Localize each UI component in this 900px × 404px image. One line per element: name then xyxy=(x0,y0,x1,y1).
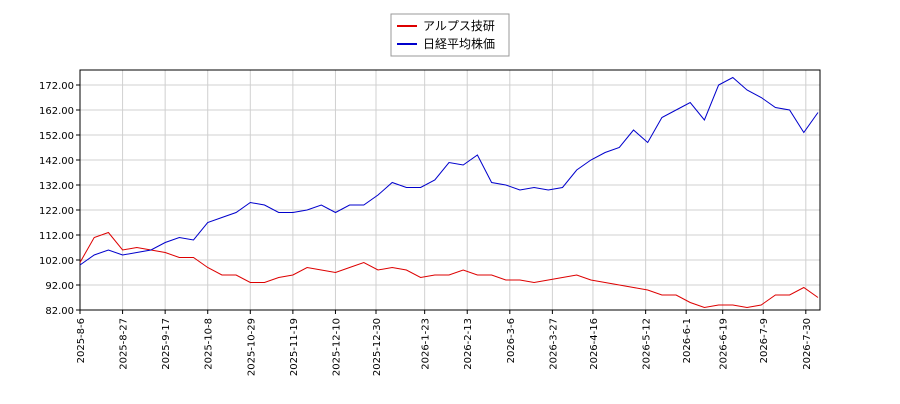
x-tick-label: 2025-8-27 xyxy=(119,318,130,370)
y-tick-label: 102.00 xyxy=(39,256,74,267)
y-tick-label: 82.00 xyxy=(45,306,74,317)
x-tick-label: 2025-12-30 xyxy=(372,318,383,376)
legend-box xyxy=(390,13,510,57)
x-tick-label: 2026-2-13 xyxy=(463,318,474,370)
y-tick-label: 142.00 xyxy=(39,156,74,167)
x-tick-label: 2025-11-19 xyxy=(289,318,300,376)
y-tick-label: 132.00 xyxy=(39,181,74,192)
y-tick-label: 92.00 xyxy=(45,281,74,292)
y-tick-label: 162.00 xyxy=(39,106,74,117)
y-tick-label: 112.00 xyxy=(39,231,74,242)
legend-label: 日経平均株価 xyxy=(423,36,495,51)
x-tick-label: 2026-6-19 xyxy=(719,318,730,370)
y-tick-label: 152.00 xyxy=(39,131,74,142)
legend-label: アルプス技研 xyxy=(423,19,495,33)
x-tick-label: 2026-6-1 xyxy=(682,318,693,363)
x-tick-label: 2025-10-8 xyxy=(204,318,215,370)
y-tick-label: 122.00 xyxy=(39,206,74,217)
x-tick-label: 2026-3-6 xyxy=(506,318,517,363)
series-line xyxy=(79,231,819,309)
x-tick-label: 2026-7-30 xyxy=(802,318,813,370)
x-tick-label: 2025-12-10 xyxy=(331,318,342,376)
x-tick-label: 2025-9-17 xyxy=(161,318,172,370)
x-tick-label: 2026-3-27 xyxy=(548,318,559,370)
x-tick-label: 2026-7-9 xyxy=(759,318,770,363)
y-tick-label: 172.00 xyxy=(39,81,74,92)
x-tick-label: 2026-4-16 xyxy=(589,318,600,370)
plot-frame xyxy=(79,69,821,311)
x-tick-label: 2026-1-23 xyxy=(421,318,432,370)
x-tick-label: 2026-5-12 xyxy=(642,318,653,370)
series-line xyxy=(79,76,819,266)
x-tick-label: 2025-8-6 xyxy=(76,318,87,363)
x-tick-label: 2025-10-29 xyxy=(246,318,257,376)
